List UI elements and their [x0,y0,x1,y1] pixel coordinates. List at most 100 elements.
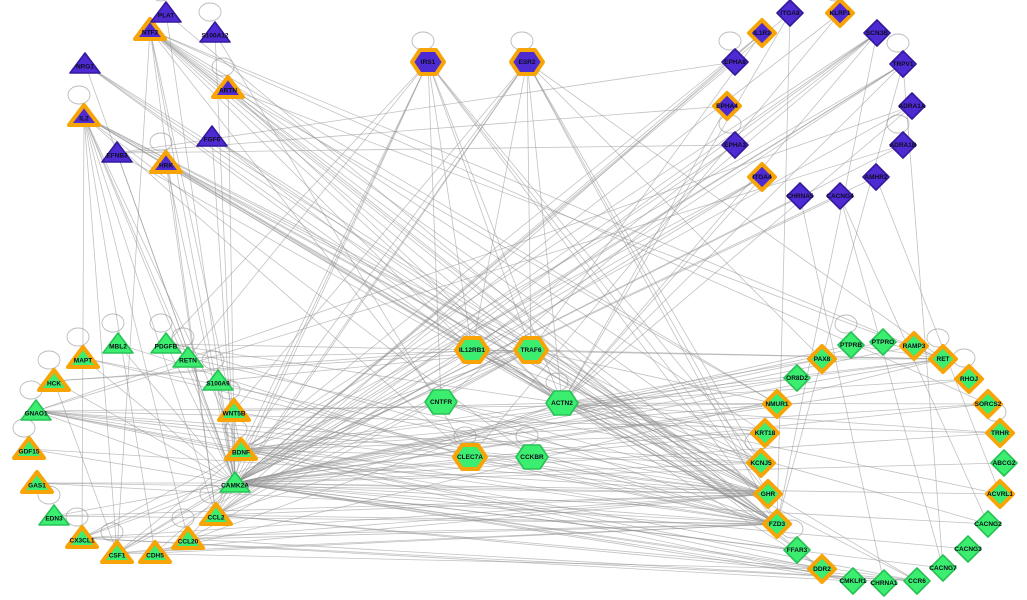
diamond-node-shape[interactable] [903,567,931,595]
node-IL1R2[interactable]: IL1R2 [747,18,777,48]
diamond-node-shape[interactable] [747,18,777,48]
node-DDR2[interactable]: DDR2 [807,554,837,584]
diamond-node-shape[interactable] [863,19,891,47]
triangle-node-shape[interactable] [171,526,205,550]
diamond-node-shape[interactable] [898,92,926,120]
diamond-node-shape[interactable] [807,554,837,584]
node-ADRA1B[interactable]: ADRA1B [889,131,917,159]
triangle-node-shape[interactable] [66,345,100,369]
diamond-node-shape[interactable] [776,0,804,27]
triangle-node-shape[interactable] [12,436,46,460]
diamond-node-shape[interactable] [889,131,917,159]
diamond-node-shape[interactable] [889,50,917,78]
triangle-node-shape[interactable] [202,369,234,391]
hexagon-node-shape[interactable] [545,390,579,416]
triangle-node-shape[interactable] [100,540,134,564]
node-CCKBR[interactable]: CCKBR [515,444,549,470]
triangle-node-shape[interactable] [217,398,251,422]
node-CCR6[interactable]: CCR6 [903,567,931,595]
node-PDGFB[interactable]: PDGFB [150,332,182,354]
diamond-node-shape[interactable] [747,162,777,192]
node-RET[interactable]: RET [928,344,958,374]
diamond-node-shape[interactable] [862,163,890,191]
node-TRAF6[interactable]: TRAF6 [513,336,549,364]
node-AMHR2[interactable]: AMHR2 [862,163,890,191]
triangle-node-shape[interactable] [67,103,101,127]
node-FZD3[interactable]: FZD3 [762,509,792,539]
diamond-node-shape[interactable] [826,182,854,210]
diamond-node-shape[interactable] [786,182,814,210]
diamond-node-shape[interactable] [929,554,957,582]
node-ESR2[interactable]: ESR2 [509,48,545,76]
diamond-node-shape[interactable] [869,328,897,356]
diamond-node-shape[interactable] [762,389,792,419]
diamond-node-shape[interactable] [825,0,855,28]
triangle-node-shape[interactable] [149,150,183,174]
triangle-node-shape[interactable] [224,437,258,461]
node-NMUR1[interactable]: NMUR1 [762,389,792,419]
triangle-node-shape[interactable] [150,332,182,354]
node-CNTFR[interactable]: CNTFR [424,389,458,415]
node-ITGA8[interactable]: ITGA8 [776,0,804,27]
triangle-node-shape[interactable] [20,470,54,494]
node-CHRNA1[interactable]: CHRNA1 [870,569,898,597]
diamond-node-shape[interactable] [839,567,867,595]
node-IL12RB1[interactable]: IL12RB1 [454,336,490,364]
hexagon-node-shape[interactable] [410,48,446,76]
node-MBL2[interactable]: MBL2 [102,332,134,354]
triangle-node-shape[interactable] [138,540,172,564]
node-GAS1[interactable]: GAS1 [20,470,54,494]
triangle-node-shape[interactable] [20,399,52,421]
triangle-node-shape[interactable] [199,21,231,43]
node-TRHR[interactable]: TRHR [985,418,1015,448]
node-EPHA4[interactable]: EPHA4 [712,91,742,121]
node-KLRF1[interactable]: KLRF1 [825,0,855,28]
diamond-node-shape[interactable] [985,479,1015,509]
node-MAPT[interactable]: MAPT [66,345,100,369]
hexagon-node-shape[interactable] [452,443,488,471]
diamond-node-shape[interactable] [721,131,749,159]
node-PTPRB[interactable]: PTPRB [837,331,865,359]
diamond-node-shape[interactable] [973,389,1003,419]
node-GHR[interactable]: GHR [753,479,783,509]
diamond-node-shape[interactable] [762,509,792,539]
diamond-node-shape[interactable] [746,448,776,478]
diamond-node-shape[interactable] [974,510,1002,538]
diamond-node-shape[interactable] [954,364,984,394]
diamond-node-shape[interactable] [783,364,811,392]
diamond-node-shape[interactable] [750,418,780,448]
diamond-node-shape[interactable] [899,331,929,361]
node-PLAT[interactable]: PLAT [150,1,182,23]
node-KRT18[interactable]: KRT18 [750,418,780,448]
node-GNAO1[interactable]: GNAO1 [20,399,52,421]
node-RAMP3[interactable]: RAMP3 [899,331,929,361]
triangle-node-shape[interactable] [133,17,167,41]
node-RHOJ[interactable]: RHOJ [954,364,984,394]
node-EPHA3[interactable]: EPHA3 [721,131,749,159]
hexagon-node-shape[interactable] [424,389,458,415]
node-EPHA8[interactable]: EPHA8 [721,48,749,76]
triangle-node-shape[interactable] [37,368,71,392]
node-ACTN2[interactable]: ACTN2 [545,390,579,416]
diamond-node-shape[interactable] [721,48,749,76]
hexagon-node-shape[interactable] [454,336,490,364]
node-SCN3B[interactable]: SCN3B [863,19,891,47]
diamond-node-shape[interactable] [954,535,982,563]
node-ADRA1A[interactable]: ADRA1A [898,92,926,120]
diamond-node-shape[interactable] [928,344,958,374]
triangle-node-shape[interactable] [102,332,134,354]
diamond-node-shape[interactable] [712,91,742,121]
diamond-node-shape[interactable] [985,418,1015,448]
triangle-node-shape[interactable] [172,346,204,368]
node-ITGA4[interactable]: ITGA4 [747,162,777,192]
node-KCNJ5[interactable]: KCNJ5 [746,448,776,478]
diamond-node-shape[interactable] [807,344,837,374]
node-CHRNA5[interactable]: CHRNA5 [786,182,814,210]
node-EDN3[interactable]: EDN3 [38,504,70,526]
node-CMKLR1[interactable]: CMKLR1 [839,567,867,595]
node-NRG1[interactable]: NRG1 [69,52,101,74]
diamond-node-shape[interactable] [837,331,865,359]
triangle-node-shape[interactable] [150,1,182,23]
triangle-node-shape[interactable] [219,471,251,493]
triangle-node-shape[interactable] [69,52,101,74]
